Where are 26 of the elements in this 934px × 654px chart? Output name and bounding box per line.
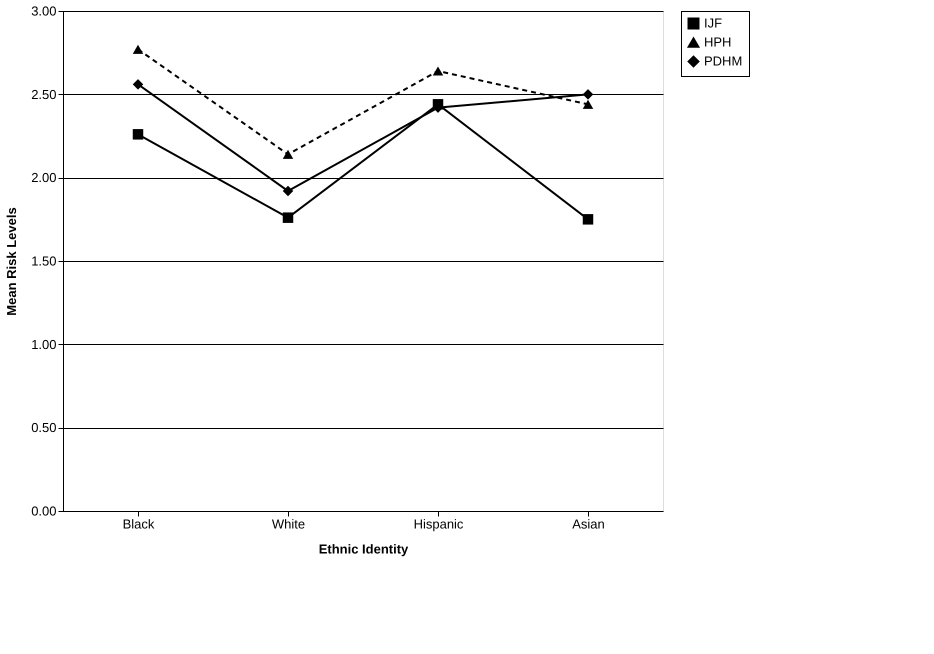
- point: [132, 44, 144, 54]
- x-axis-title: Ethnic Identity: [318, 542, 410, 556]
- point: [132, 79, 144, 90]
- legend-label: IJF: [704, 16, 722, 30]
- y-axis-title: Mean Risk Levels: [4, 207, 20, 316]
- point: [282, 212, 294, 223]
- point: [582, 100, 594, 109]
- y-tick-label: 1.00: [31, 336, 56, 352]
- point: [282, 150, 294, 159]
- y-tick-label: 0.50: [31, 420, 56, 436]
- point: [582, 214, 594, 225]
- y-tick-label: 1.50: [31, 254, 56, 268]
- legend-label: PDHM: [704, 54, 742, 68]
- y-tick-label: 2.00: [31, 170, 56, 186]
- point: [282, 186, 294, 196]
- x-tick-label: Black: [122, 516, 155, 532]
- point: [132, 129, 144, 140]
- y-tick-label: 3.00: [31, 4, 56, 18]
- legend-label: HPH: [704, 34, 732, 50]
- point: [582, 89, 594, 100]
- point: [432, 66, 444, 76]
- x-tick-label: Hispanic: [414, 516, 464, 532]
- x-tick-label: White: [272, 516, 306, 532]
- x-tick-label: Asian: [572, 516, 605, 532]
- y-tick-label: 0.00: [31, 504, 56, 518]
- y-tick-label: 2.50: [31, 86, 56, 102]
